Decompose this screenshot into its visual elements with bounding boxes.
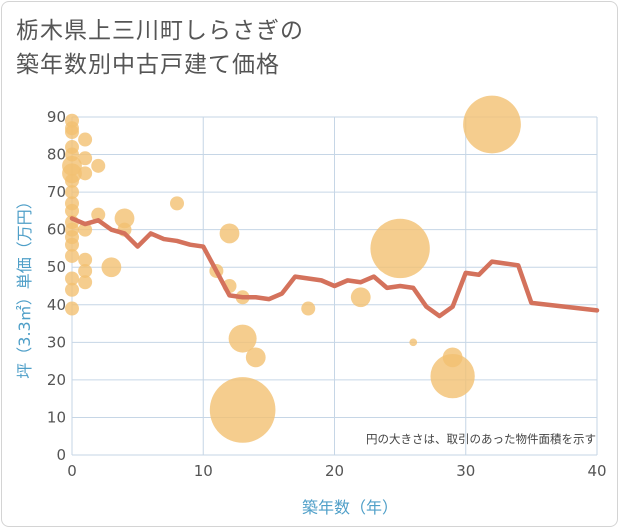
y-tick-label-80: 80: [47, 146, 66, 164]
bubble-point-19: [78, 132, 93, 147]
bubble-point-44: [430, 353, 475, 399]
bubble-point-8: [65, 185, 79, 200]
y-tick-label-40: 40: [47, 296, 66, 314]
y-axis-label: 坪（3.3㎡）単価（万円）: [15, 193, 34, 378]
bubble-point-37: [209, 377, 276, 443]
x-tick-label-20: 20: [325, 462, 344, 480]
y-tick-label-50: 50: [47, 258, 66, 276]
bubble-point-2: [65, 125, 79, 140]
bubble-point-40: [350, 287, 371, 308]
bubble-point-27: [91, 207, 106, 222]
bubble-point-39: [301, 301, 316, 316]
bubble-point-28: [101, 257, 122, 278]
y-tick-label-10: 10: [47, 408, 66, 426]
bubble-point-36: [228, 324, 257, 353]
bubble-point-10: [65, 203, 79, 218]
x-tick-label-10: 10: [194, 462, 213, 480]
average-line-series: [69, 216, 600, 319]
y-tick-label-60: 60: [47, 221, 66, 239]
y-tick-label-20: 20: [47, 371, 66, 389]
tick-labels: 0 10 20 30 40 50 60 70 80 90 0 10 20 30 40: [47, 108, 607, 480]
chart-title-line-2: 築年数別中古戸建て価格: [16, 52, 280, 78]
bubble-point-18: [65, 301, 79, 316]
bubble-point-26: [91, 158, 106, 173]
bubble-point-33: [219, 223, 240, 244]
bubble-size-note: 円の大きさは、取引のあった物件面積を示す: [366, 432, 596, 446]
bubble-point-31: [170, 196, 184, 211]
chart-title: 栃木県上三川町しらさぎの 築年数別中古戸建て価格: [16, 14, 304, 82]
average-price-line: [69, 216, 600, 319]
bubble-point-15: [65, 248, 79, 263]
bubble-point-23: [78, 252, 93, 267]
chart-title-line-1: 栃木県上三川町しらさぎの: [16, 18, 304, 44]
bubble-point-24: [78, 263, 93, 278]
bubble-series: [62, 95, 521, 443]
bubble-point-7: [65, 173, 79, 188]
y-tick-label-30: 30: [47, 333, 66, 351]
x-tick-label-40: 40: [587, 462, 606, 480]
bubble-point-42: [409, 338, 418, 347]
bubble-point-20: [78, 151, 93, 166]
x-tick-label-0: 0: [67, 462, 77, 480]
bubble-point-16: [65, 271, 79, 286]
bubble-point-22: [78, 222, 93, 237]
bubble-point-29: [114, 208, 135, 229]
bubble-point-14: [65, 237, 79, 252]
bubble-point-25: [78, 275, 93, 290]
bubble-point-21: [78, 166, 93, 181]
bubble-point-45: [463, 95, 521, 154]
bubble-point-17: [65, 282, 79, 297]
y-tick-label-90: 90: [47, 108, 66, 126]
x-axis-label: 築年数（年）: [302, 498, 398, 517]
bubble-point-41: [370, 218, 430, 279]
x-tick-label-30: 30: [456, 462, 475, 480]
bubble-point-38: [245, 347, 266, 368]
y-tick-label-70: 70: [47, 183, 66, 201]
y-tick-label-0: 0: [56, 446, 66, 464]
